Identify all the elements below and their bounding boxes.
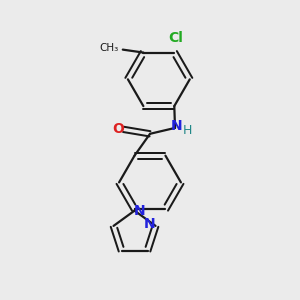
Text: N: N bbox=[171, 119, 182, 134]
Text: CH₃: CH₃ bbox=[99, 43, 118, 53]
Text: H: H bbox=[183, 124, 192, 137]
Text: N: N bbox=[134, 204, 146, 218]
Text: O: O bbox=[112, 122, 124, 136]
Text: Cl: Cl bbox=[168, 31, 183, 45]
Text: N: N bbox=[143, 218, 155, 231]
